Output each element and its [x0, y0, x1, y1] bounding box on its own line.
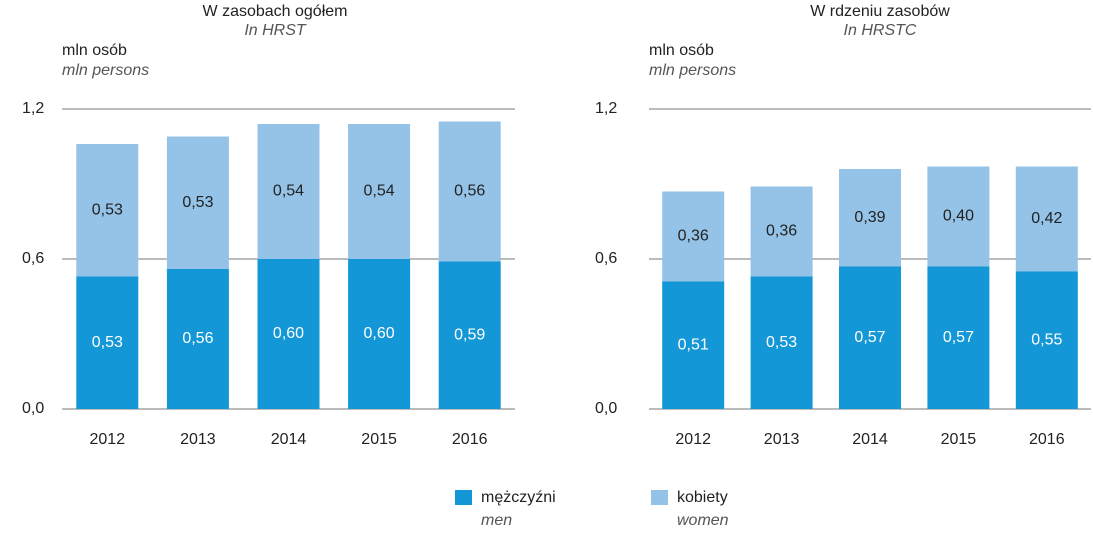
bar-segment [76, 276, 139, 409]
bar-segment [927, 266, 990, 409]
legend-swatch [455, 490, 472, 505]
value-label: 0,40 [943, 208, 974, 225]
bar-segment [662, 191, 725, 282]
legend-label: mężczyźni [481, 489, 556, 506]
chart-subtitle: In HRSTC [844, 22, 917, 39]
value-label: 0,59 [454, 326, 485, 343]
x-tick-label: 2015 [941, 431, 977, 448]
y-tick-label: 0,0 [22, 400, 44, 417]
value-label: 0,56 [182, 330, 213, 347]
value-label: 0,55 [1031, 331, 1062, 348]
value-label: 0,60 [364, 325, 395, 342]
x-tick-label: 2016 [1029, 431, 1065, 448]
value-label: 0,36 [766, 223, 797, 240]
y-axis-label-en: mln persons [62, 62, 149, 79]
x-tick-label: 2012 [90, 431, 126, 448]
y-tick-label: 0,6 [595, 250, 617, 267]
bar-segment [348, 124, 411, 259]
bar-segment [839, 169, 901, 267]
y-axis-label: mln osób [649, 42, 714, 59]
bar-segment [257, 259, 320, 409]
bar-segment [927, 166, 990, 267]
bar-segment [166, 136, 229, 269]
x-tick-label: 2015 [361, 431, 397, 448]
legend-label-en: men [481, 512, 512, 529]
bar-segment [839, 266, 901, 409]
legend-swatch [651, 490, 668, 505]
chart-title: W zasobach ogółem [203, 3, 348, 20]
x-tick-label: 2012 [675, 431, 711, 448]
bar-segment [257, 124, 320, 259]
bar-segment [438, 121, 501, 262]
value-label: 0,54 [364, 183, 395, 200]
value-label: 0,56 [454, 183, 485, 200]
bar-segment [750, 276, 813, 409]
value-label: 0,53 [92, 201, 123, 218]
value-label: 0,60 [273, 325, 304, 342]
value-label: 0,53 [182, 194, 213, 211]
y-axis-label-en: mln persons [649, 62, 736, 79]
value-label: 0,36 [678, 228, 709, 245]
value-label: 0,53 [766, 334, 797, 351]
value-label: 0,39 [854, 209, 885, 226]
x-tick-label: 2014 [271, 431, 307, 448]
bar-segment [76, 144, 139, 277]
y-tick-label: 1,2 [595, 100, 617, 117]
legend-label: kobiety [677, 489, 728, 506]
x-tick-label: 2013 [180, 431, 216, 448]
value-label: 0,51 [678, 336, 709, 353]
y-tick-label: 1,2 [22, 100, 44, 117]
y-tick-label: 0,0 [595, 400, 617, 417]
value-label: 0,57 [943, 329, 974, 346]
value-label: 0,42 [1031, 210, 1062, 227]
legend-label-en: women [677, 512, 729, 529]
bar-segment [438, 261, 501, 409]
bar-segment [662, 281, 725, 409]
x-tick-label: 2016 [452, 431, 488, 448]
chart-title: W rdzeniu zasobów [810, 3, 950, 20]
y-axis-label: mln osób [62, 42, 127, 59]
bar-segment [1015, 166, 1078, 272]
bar-segment [166, 269, 229, 409]
bar-segment [348, 259, 411, 409]
value-label: 0,54 [273, 183, 304, 200]
bar-segment [1015, 271, 1078, 409]
x-tick-label: 2013 [764, 431, 800, 448]
value-label: 0,53 [92, 334, 123, 351]
chart-subtitle: In HRST [244, 22, 307, 39]
value-label: 0,57 [854, 329, 885, 346]
bar-segment [750, 186, 813, 277]
y-tick-label: 0,6 [22, 250, 44, 267]
x-tick-label: 2014 [852, 431, 888, 448]
